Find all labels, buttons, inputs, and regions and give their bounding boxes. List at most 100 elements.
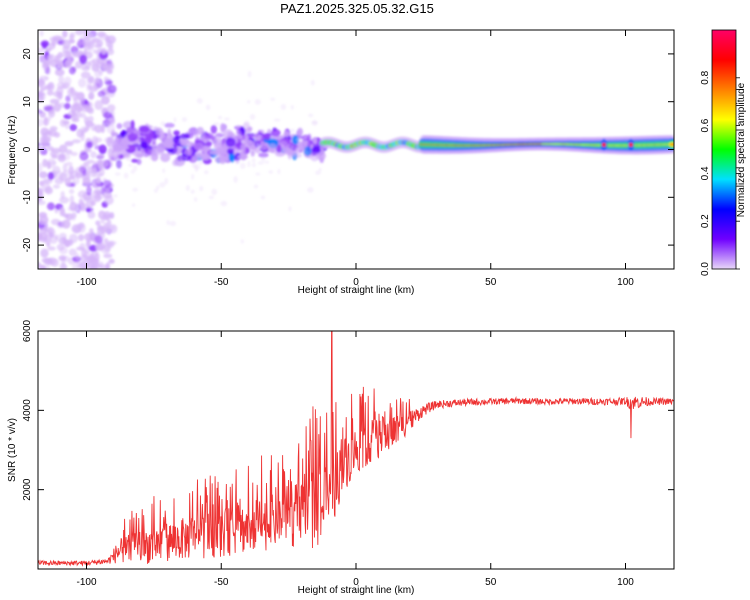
heatmap-cell: [258, 152, 269, 158]
heatmap-cell: [86, 159, 95, 164]
heatmap-cell: [46, 145, 54, 151]
heatmap-cell: [86, 141, 93, 149]
heatmap-cell: [39, 92, 47, 100]
heatmap-cell: [40, 127, 50, 136]
heatmap-cell: [61, 257, 66, 267]
heatmap-cell: [116, 135, 124, 146]
heatmap-cell: [107, 104, 116, 112]
heatmap-cell: [247, 99, 251, 104]
heatmap-cell: [270, 97, 276, 101]
heatmap-cell: [196, 126, 204, 135]
heatmap-cell: [148, 155, 153, 160]
heatmap-cell: [247, 160, 251, 168]
heatmap-cell: [261, 157, 266, 162]
heatmap-cell: [253, 184, 259, 189]
heatmap-cell: [39, 237, 49, 243]
heatmap-cell: [223, 117, 231, 121]
heatmap-cell: [213, 141, 224, 151]
heatmap-cell: [79, 151, 89, 161]
heatmap-cell: [198, 160, 204, 165]
heatmap-cell: [106, 48, 115, 56]
heatmap-cell: [276, 144, 282, 153]
heatmap-cell: [103, 179, 112, 188]
heatmap-cell: [45, 47, 52, 52]
snr-x-tick-label: 100: [617, 577, 634, 588]
heatmap-cell: [75, 61, 83, 69]
heatmap-cell: [38, 171, 48, 179]
heatmap-cell: [156, 147, 165, 153]
heatmap-cell: [64, 119, 70, 130]
heatmap-cell: [297, 127, 304, 136]
heatmap-cell: [185, 147, 193, 156]
heatmap-cell: [277, 168, 281, 175]
heatmap-cell: [240, 139, 245, 144]
heatmap-cell: [62, 30, 68, 38]
heatmap-cell: [103, 76, 109, 83]
heatmap-cell: [77, 190, 88, 199]
heatmap-cell: [95, 243, 105, 252]
heatmap-cell: [93, 187, 104, 195]
heatmap-cell: [301, 134, 310, 141]
heatmap-cell: [217, 115, 223, 120]
heatmap-cell: [201, 132, 206, 137]
heatmap-cell: [240, 143, 247, 153]
heatmap-cell: [75, 261, 83, 269]
heatmap-cell: [136, 158, 142, 165]
heatmap-cell: [58, 206, 64, 217]
heatmap-cell: [103, 253, 113, 259]
heatmap-cell: [84, 232, 94, 242]
heatmap-cell: [220, 123, 226, 133]
heatmap-cell: [51, 147, 62, 154]
heatmap-cell: [60, 191, 65, 199]
heatmap-cell: [290, 104, 294, 110]
heatmap-cell: [267, 143, 278, 152]
heatmap-cell: [269, 135, 274, 141]
heatmap-cell: [116, 159, 122, 169]
heatmap-cell: [62, 162, 68, 173]
heatmap-cell: [75, 111, 82, 119]
heatmap-cell: [100, 47, 107, 55]
heatmap-cell: [76, 128, 84, 138]
heatmap-cell: [107, 84, 117, 94]
heatmap-cell: [199, 185, 204, 192]
heatmap-cell: [113, 194, 118, 198]
heatmap-cell: [43, 116, 52, 122]
heatmap-cell: [65, 95, 71, 103]
heatmap-cell: [41, 182, 51, 193]
spectrogram-x-tick-label: 100: [617, 277, 634, 288]
heatmap-cell: [268, 170, 273, 174]
heatmap-cell: [179, 133, 190, 140]
heatmap-cell: [107, 39, 114, 50]
heatmap-cell: [235, 158, 240, 164]
heatmap-cell: [193, 197, 198, 202]
heatmap-cell: [303, 146, 312, 156]
heatmap-cell: [100, 231, 106, 239]
heatmap-cell: [161, 133, 165, 138]
heatmap-cell: [114, 172, 121, 176]
heatmap-cell: [76, 91, 85, 101]
heatmap-cell: [42, 158, 48, 168]
snr-y-ticks: 2000 4000 6000: [22, 319, 674, 501]
heatmap-cell: [39, 75, 49, 82]
heatmap-cell: [38, 162, 43, 173]
heatmap-cell: [72, 176, 80, 185]
heatmap-cell: [116, 123, 123, 129]
heatmap-cell: [88, 60, 96, 66]
heatmap-cell: [38, 118, 44, 127]
heatmap-cell: [601, 142, 606, 147]
heatmap-cell: [88, 91, 95, 100]
colorbar-tick-label: 0.0: [700, 262, 711, 276]
heatmap-cell: [49, 126, 58, 132]
heatmap-cell: [52, 35, 63, 41]
colorbar-ticks: 0.0 0.2 0.4 0.6 0.8: [700, 70, 740, 276]
heatmap-cell: [249, 113, 256, 120]
heatmap-cell: [64, 50, 72, 59]
heatmap-cell: [213, 122, 220, 126]
heatmap-cell: [74, 252, 80, 261]
heatmap-cell: [47, 246, 56, 251]
heatmap-cell: [80, 112, 86, 118]
heatmap-cell: [290, 144, 294, 151]
heatmap-cell: [79, 54, 88, 65]
